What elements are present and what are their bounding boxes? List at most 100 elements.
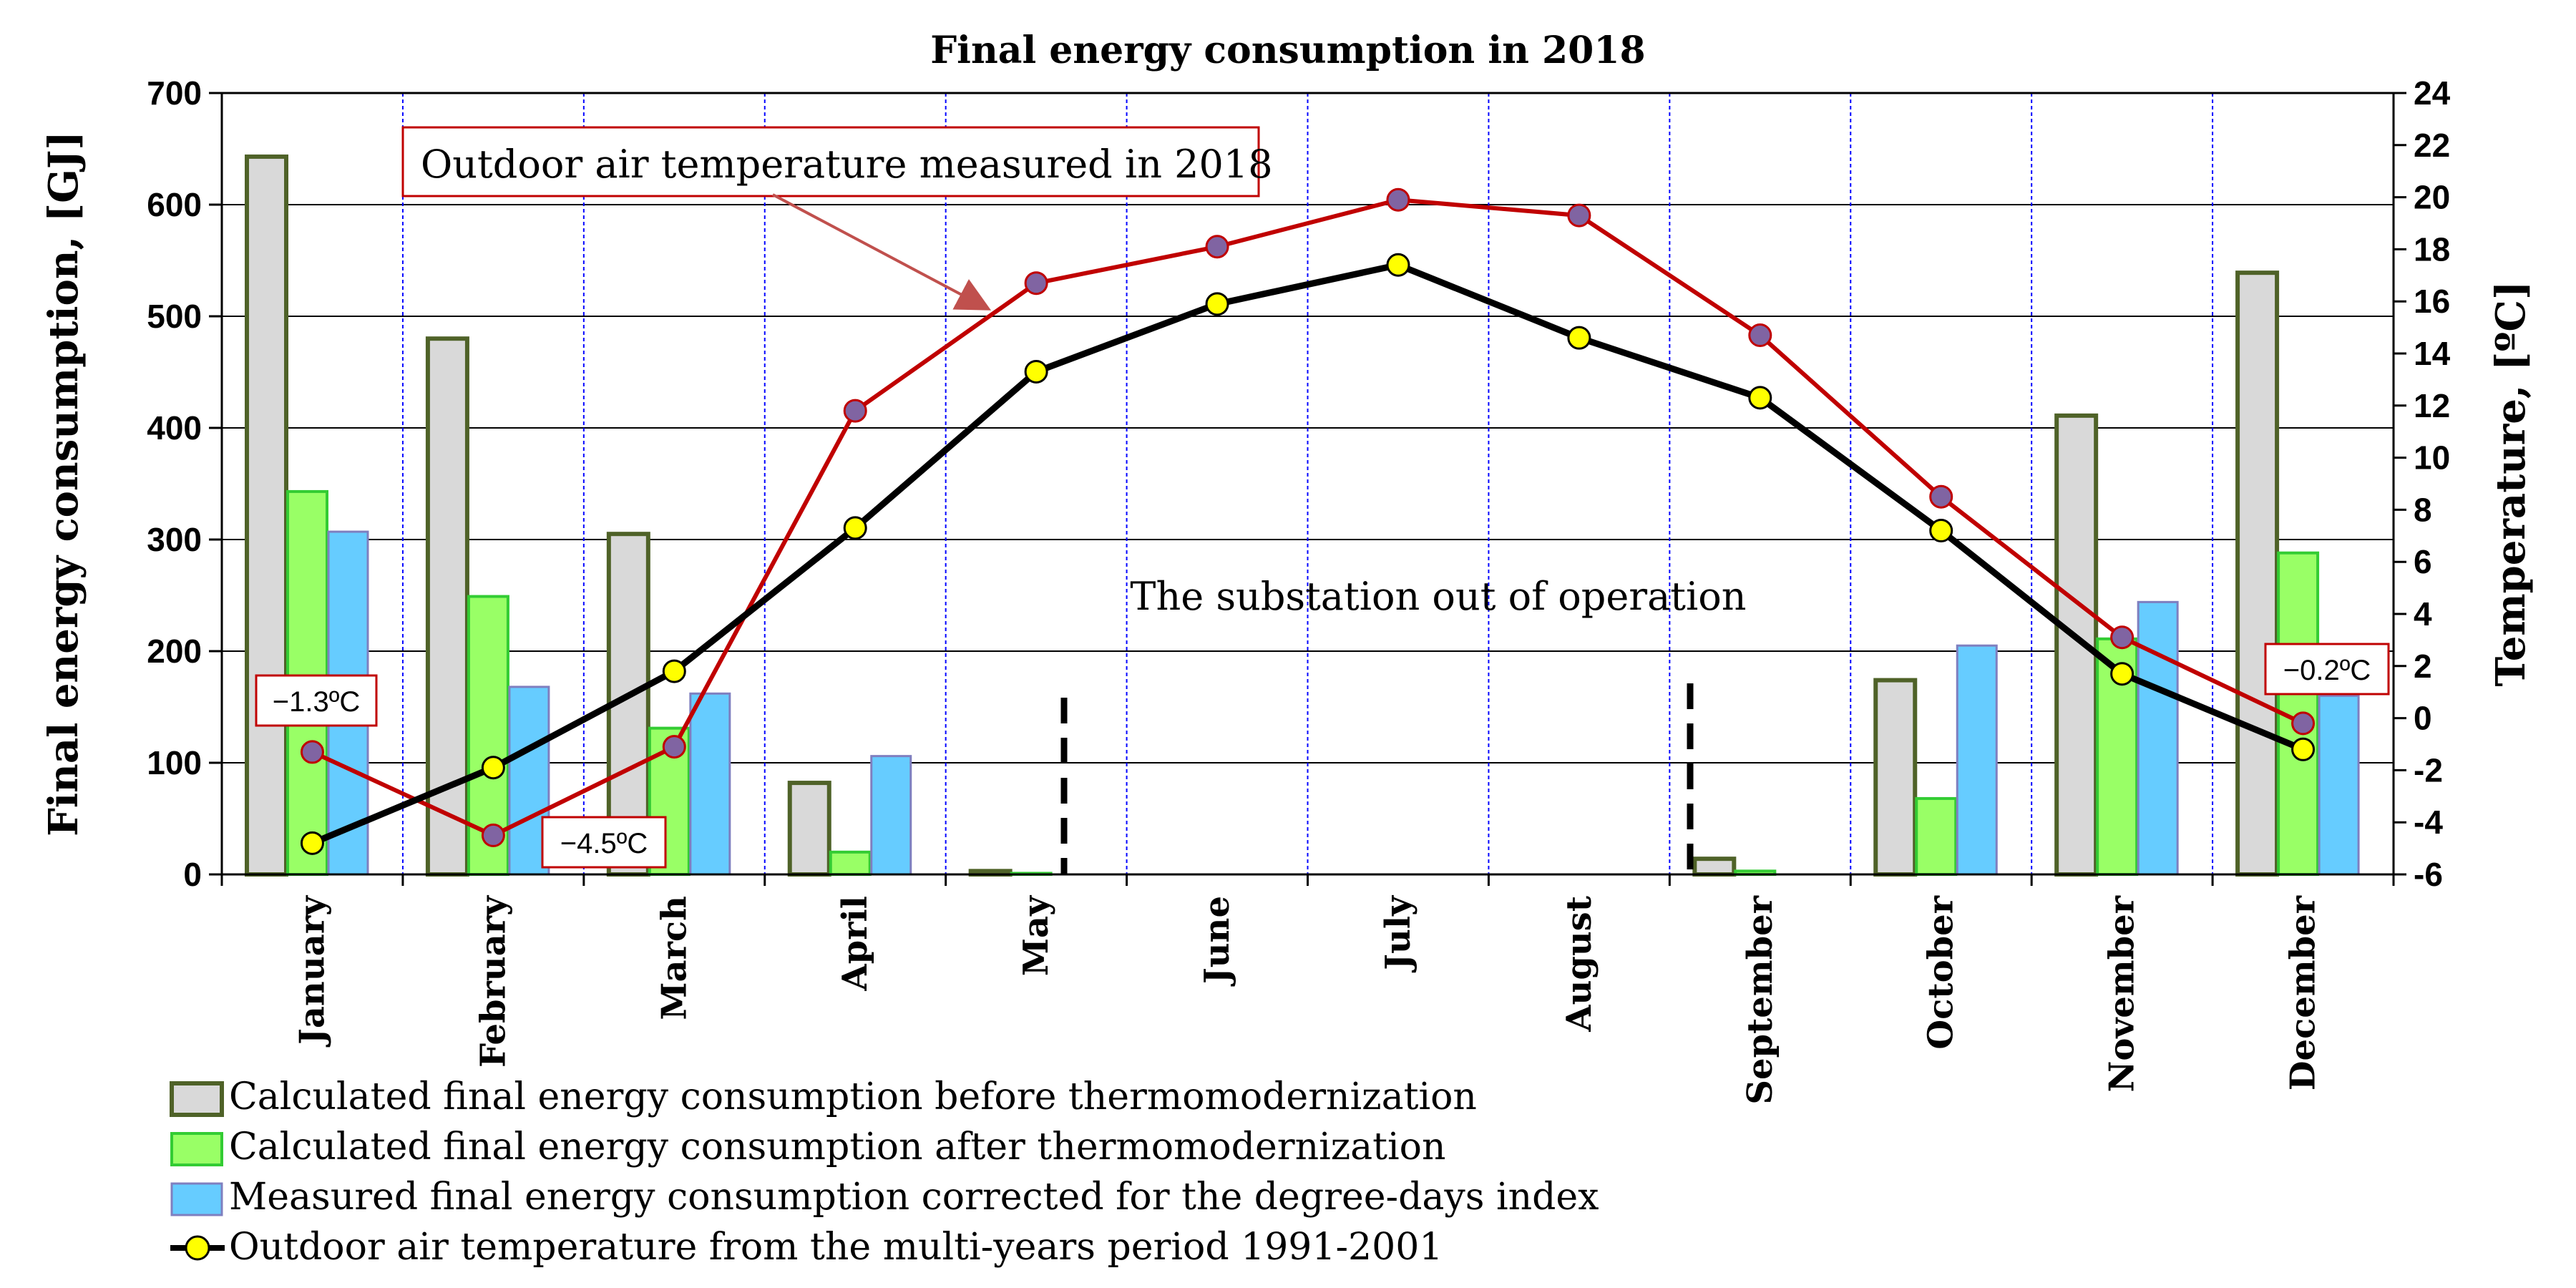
legend-label-measured: Measured final energy consumption correc… xyxy=(229,1176,1599,1219)
left-tick-label: 100 xyxy=(147,744,202,781)
bar-measured xyxy=(2137,600,2179,876)
legend: Calculated final energy consumption befo… xyxy=(170,1075,1599,1269)
marker-2018 xyxy=(481,823,505,847)
marker-multiyear xyxy=(1205,292,1229,316)
marker-2018 xyxy=(2291,711,2316,736)
dec-temp-label: −0.2ºC xyxy=(2283,655,2371,686)
callout-2018-arrow xyxy=(772,193,992,311)
right-tick-label: 14 xyxy=(2414,335,2451,372)
jan-temp-box xyxy=(255,674,378,727)
legend-swatch-before xyxy=(170,1081,224,1117)
marker-multiyear xyxy=(300,831,324,855)
bar-measured xyxy=(689,692,731,876)
marker-multiyear xyxy=(1748,386,1772,410)
out-of-operation-markers xyxy=(1060,683,1694,874)
bar-measured xyxy=(1956,644,1998,876)
jan-temp-label: −1.3ºC xyxy=(273,686,360,718)
line-multiyear xyxy=(311,261,2305,847)
right-tick-label: 18 xyxy=(2414,230,2450,268)
right-tick-label: 20 xyxy=(2414,179,2450,216)
right-axis-label: Temperature, [ºC] xyxy=(2487,281,2534,687)
right-tick-label: 12 xyxy=(2414,387,2450,424)
month-label: August xyxy=(1559,896,1599,1033)
right-tick-label: -2 xyxy=(2414,751,2443,789)
month-label: December xyxy=(2283,895,2323,1091)
legend-swatch-multiyear-marker xyxy=(185,1235,210,1261)
dec-temp-callout: −0.2ºC xyxy=(2264,643,2390,696)
month-label: March xyxy=(654,896,694,1020)
bar-measured xyxy=(870,755,912,876)
dec-temp-box xyxy=(2264,643,2390,696)
feb-temp-callout: −4.5ºC xyxy=(541,816,667,869)
month-label: October xyxy=(1921,895,1961,1049)
feb-temp-label: −4.5ºC xyxy=(560,828,648,859)
marker-2018 xyxy=(1929,484,1953,509)
month-label: November xyxy=(2102,895,2142,1092)
marker-multiyear xyxy=(1386,253,1410,277)
right-tick-label: 6 xyxy=(2414,543,2432,580)
right-tick-label: 16 xyxy=(2414,283,2450,320)
right-tick-label: 0 xyxy=(2414,700,2432,737)
left-axis-ticks: 0 100 200 300 400 500 600 700 xyxy=(147,74,222,893)
month-label: January xyxy=(292,894,332,1048)
line-2018 xyxy=(311,197,2304,838)
marker-2018 xyxy=(1748,323,1772,348)
legend-swatch-after xyxy=(170,1132,223,1166)
marker-2018 xyxy=(843,399,867,423)
marker-multiyear xyxy=(843,516,867,540)
month-label: July xyxy=(1378,894,1418,973)
feb-temp-box xyxy=(541,816,667,869)
right-tick-label: -4 xyxy=(2414,804,2443,841)
left-tick-label: 600 xyxy=(147,186,202,223)
left-tick-label: 200 xyxy=(147,633,202,670)
callout-2018-text: Outdoor air temperature measured in 2018 xyxy=(421,142,1273,187)
marker-multiyear xyxy=(1024,359,1048,384)
bar-before xyxy=(787,781,831,877)
right-tick-label: 4 xyxy=(2414,595,2432,633)
marker-multiyear xyxy=(662,659,686,683)
left-tick-label: 0 xyxy=(183,856,202,893)
gridlines xyxy=(222,93,2394,874)
month-label: June xyxy=(1197,896,1237,987)
bar-before xyxy=(2235,270,2280,877)
bar-before xyxy=(1692,857,1737,877)
bar-series-group xyxy=(245,154,2360,877)
month-labels: January February March April May June July Augu… xyxy=(220,874,2395,1105)
marker-2018 xyxy=(1386,187,1410,212)
left-tick-label: 400 xyxy=(147,409,202,447)
marker-2018 xyxy=(662,735,686,759)
left-tick-label: 300 xyxy=(147,521,202,558)
month-label: September xyxy=(1740,895,1780,1104)
bar-measured xyxy=(2318,694,2360,876)
right-tick-label: 2 xyxy=(2414,648,2432,685)
marker-2018 xyxy=(2110,625,2135,650)
legend-label-before: Calculated final energy consumption befo… xyxy=(229,1075,1477,1118)
marker-2018 xyxy=(1567,203,1591,228)
bar-before xyxy=(245,154,288,877)
marker-2018 xyxy=(1205,235,1229,259)
bar-before xyxy=(1873,678,1918,877)
legend-label-multiyear: Outdoor air temperature from the multi-y… xyxy=(229,1226,1443,1269)
marker-multiyear xyxy=(2291,737,2316,761)
right-tick-label: 8 xyxy=(2414,491,2432,528)
right-tick-label: 10 xyxy=(2414,439,2450,477)
left-axis-label: Final energy consumption, [GJ] xyxy=(40,131,87,836)
line-series-group xyxy=(300,187,2316,855)
legend-swatch-measured xyxy=(170,1182,223,1216)
marker-2018 xyxy=(300,740,324,764)
chart-title: Final energy consumption in 2018 xyxy=(930,29,1645,72)
bar-after xyxy=(1915,796,1958,877)
left-tick-label: 500 xyxy=(147,298,202,335)
marker-2018 xyxy=(1024,271,1048,296)
month-label: April xyxy=(835,896,875,992)
month-label: February xyxy=(473,894,513,1068)
out-of-operation-label: The substation out of operation xyxy=(1130,574,1746,619)
marker-multiyear xyxy=(2110,662,2135,686)
marker-multiyear xyxy=(481,756,505,780)
month-label: May xyxy=(1016,894,1056,976)
right-tick-label: 24 xyxy=(2414,74,2451,112)
jan-temp-callout: −1.3ºC xyxy=(255,674,378,727)
right-tick-label: 22 xyxy=(2414,127,2450,164)
